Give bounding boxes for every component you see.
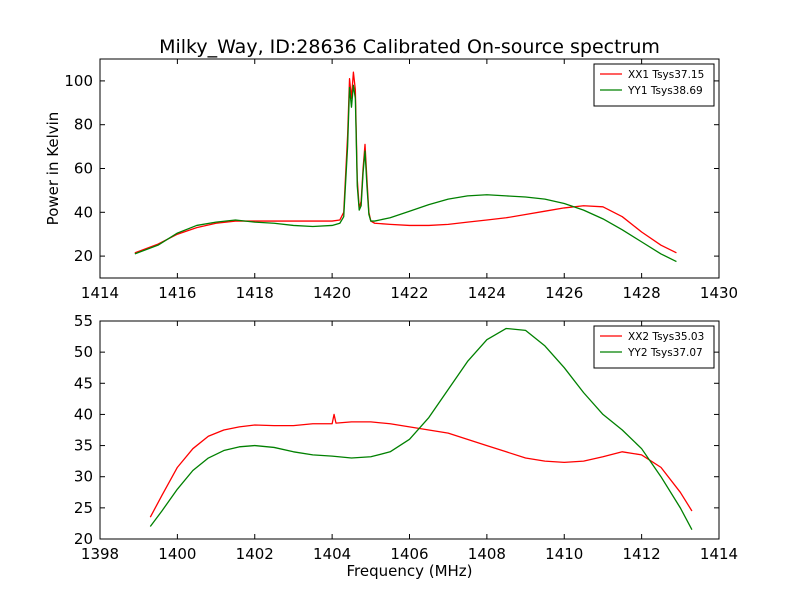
x-tick-label: 1406	[390, 545, 428, 563]
y-tick-label: 100	[64, 72, 93, 90]
x-axis-label: Frequency (MHz)	[346, 562, 472, 580]
legend-entry: YY1 Tsys38.69	[627, 85, 703, 97]
y-tick-label: 40	[74, 405, 93, 423]
x-tick-label: 1414	[700, 545, 738, 563]
x-tick-label: 1402	[236, 545, 274, 563]
chart-title: Milky_Way, ID:28636 Calibrated On-source…	[159, 36, 660, 58]
legend: XX2 Tsys35.03 YY2 Tsys37.07	[593, 325, 715, 369]
y-tick-label: 55	[74, 312, 93, 330]
y-tick-label: 80	[74, 116, 93, 134]
y-tick-label: 45	[74, 374, 93, 392]
y-tick-label: 25	[74, 499, 93, 517]
x-tick-label: 1418	[236, 284, 274, 302]
y-tick-label: 60	[74, 160, 93, 178]
legend: XX1 Tsys37.15 YY1 Tsys38.69	[593, 63, 715, 107]
x-tick-label: 1420	[313, 284, 351, 302]
y-axis-label: Power in Kelvin	[44, 112, 62, 226]
x-tick-label: 1412	[623, 545, 661, 563]
y-tick-label: 30	[74, 468, 93, 486]
series-line-2	[134, 84, 677, 263]
legend-entry: YY2 Tsys37.07	[627, 347, 703, 359]
x-tick-label: 1430	[700, 284, 738, 302]
legend-box	[593, 63, 715, 107]
y-tick-label: 20	[74, 530, 93, 548]
y-tick-label: 35	[74, 437, 93, 455]
x-tick-label: 1404	[313, 545, 351, 563]
x-tick-label: 1426	[545, 284, 583, 302]
legend-entry: XX1 Tsys37.15	[628, 69, 704, 81]
bottom-chart: 1398 1400 1402 1404 1406 1408 1410 1412 1414 20 25…	[74, 312, 738, 580]
x-tick-label: 1408	[468, 545, 506, 563]
legend-box	[593, 325, 715, 369]
x-tick-label: 1398	[81, 545, 119, 563]
x-tick-label: 1410	[545, 545, 583, 563]
top-chart: 1414 1416 1418 1420 1422 1424 1426 1428 1430 20 40…	[44, 36, 738, 302]
y-tick-label: 20	[74, 247, 93, 265]
x-tick-label: 1414	[81, 284, 119, 302]
legend-entry: XX2 Tsys35.03	[628, 331, 704, 343]
x-tick-label: 1416	[158, 284, 196, 302]
x-tick-label: 1400	[158, 545, 196, 563]
series-line-2	[149, 327, 693, 530]
x-tick-label: 1428	[623, 284, 661, 302]
y-tick-label: 50	[74, 343, 93, 361]
y-tick-label: 40	[74, 203, 93, 221]
x-tick-label: 1422	[390, 284, 428, 302]
x-tick-label: 1424	[468, 284, 506, 302]
series-line-1	[149, 413, 693, 518]
